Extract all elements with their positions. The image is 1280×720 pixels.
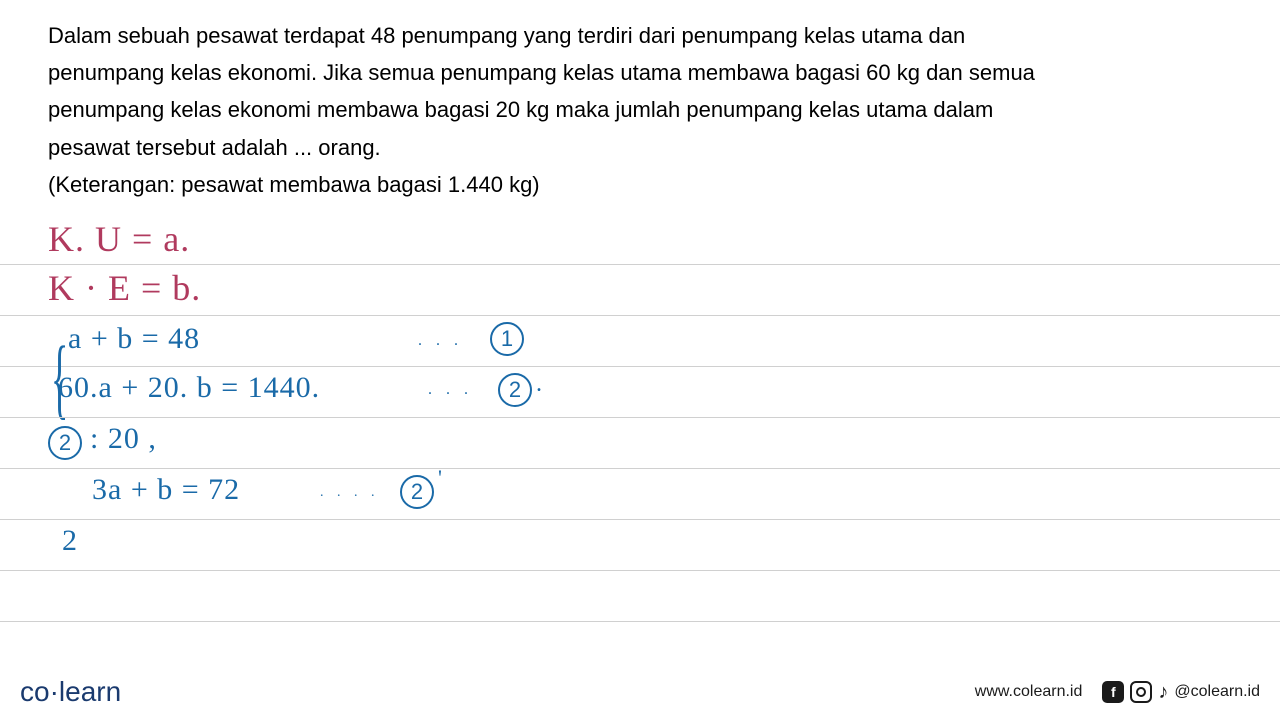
facebook-icon: f xyxy=(1102,681,1124,703)
ruled-line xyxy=(0,571,1280,622)
logo: co·learn xyxy=(20,676,121,708)
handwritten-eq-7: 2 xyxy=(62,524,78,558)
ellipsis-3: . . . . xyxy=(320,485,380,501)
logo-co: co xyxy=(20,676,50,707)
handwritten-eq-2: K · E = b. xyxy=(48,267,201,309)
ruled-line: K. U = a. xyxy=(0,214,1280,265)
ellipsis-2: . . . xyxy=(428,381,473,399)
footer-bar: co·learn www.colearn.id f ♪ @colearn.id xyxy=(0,676,1280,708)
website-url: www.colearn.id xyxy=(975,683,1083,701)
circle-number-1: 1 xyxy=(490,322,524,356)
social-handle: @colearn.id xyxy=(1174,683,1260,701)
circle-number-2: 2 xyxy=(498,373,532,407)
problem-line-1: Dalam sebuah pesawat terdapat 48 penumpa… xyxy=(48,18,1232,53)
problem-line-2: penumpang kelas ekonomi. Jika semua penu… xyxy=(48,55,1232,90)
problem-line-5: (Keterangan: pesawat membawa bagasi 1.44… xyxy=(48,167,1232,202)
social-icons: f ♪ @colearn.id xyxy=(1102,681,1260,704)
handwritten-eq-6: 3a + b = 72 xyxy=(92,473,240,507)
ruled-line xyxy=(0,622,1280,673)
footer-right: www.colearn.id f ♪ @colearn.id xyxy=(975,681,1260,704)
problem-line-4: pesawat tersebut adalah ... orang. xyxy=(48,130,1232,165)
ruled-line: 3a + b = 72 . . . . 2 ' xyxy=(0,469,1280,520)
ellipsis-1: . . . xyxy=(418,332,463,350)
problem-line-3: penumpang kelas ekonomi membawa bagasi 2… xyxy=(48,92,1232,127)
handwritten-eq-1: K. U = a. xyxy=(48,218,190,260)
circle-number-2b: 2 xyxy=(48,426,82,460)
circle-number-2c: 2 xyxy=(400,475,434,509)
ruled-line: 2 xyxy=(0,520,1280,571)
ruled-line: { a + b = 48 . . . 1 xyxy=(0,316,1280,367)
prime-mark: ' xyxy=(438,465,443,491)
problem-statement: Dalam sebuah pesawat terdapat 48 penumpa… xyxy=(0,0,1280,214)
worksheet-area: K. U = a. K · E = b. { a + b = 48 . . . … xyxy=(0,214,1280,673)
ruled-line: K · E = b. xyxy=(0,265,1280,316)
ruled-line: 60.a + 20. b = 1440. . . . 2 . xyxy=(0,367,1280,418)
logo-dot: · xyxy=(50,676,59,707)
ruled-line: 2 : 20 , xyxy=(0,418,1280,469)
handwritten-eq-4: 60.a + 20. b = 1440. xyxy=(58,371,320,405)
handwritten-eq-3: a + b = 48 xyxy=(68,322,200,356)
handwritten-divide: : 20 , xyxy=(90,422,157,456)
tiktok-icon: ♪ xyxy=(1158,681,1168,704)
logo-learn: learn xyxy=(59,676,121,707)
instagram-icon xyxy=(1130,681,1152,703)
